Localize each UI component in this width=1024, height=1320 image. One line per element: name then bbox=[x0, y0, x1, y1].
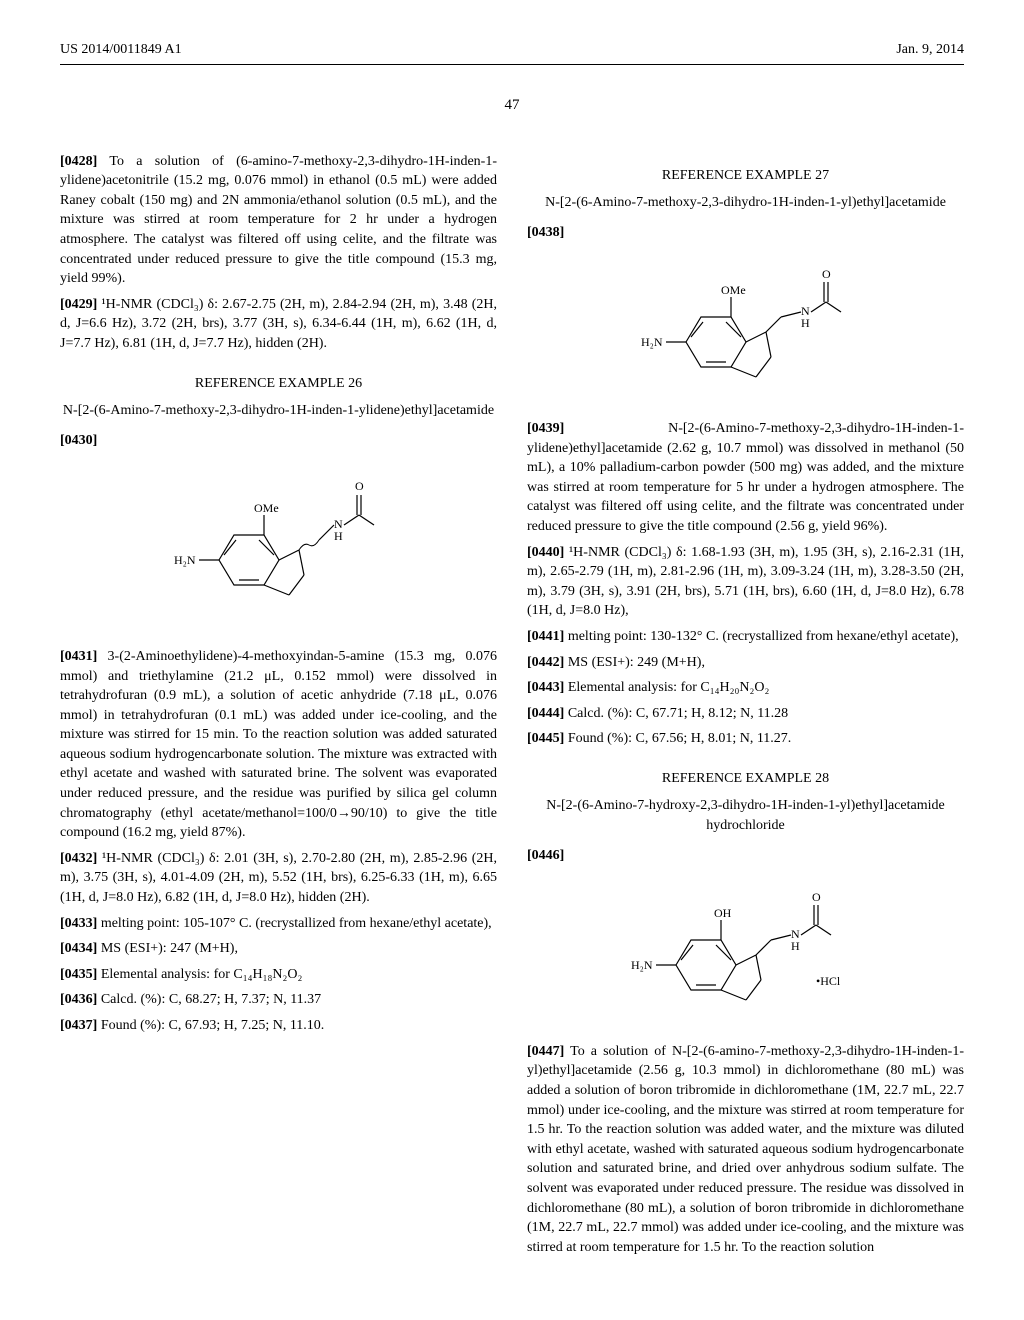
ref-example-28-title: REFERENCE EXAMPLE 28 bbox=[527, 769, 964, 789]
structure-ref27: OMe H₂N N H O bbox=[527, 262, 964, 399]
label-h-27: H bbox=[801, 316, 810, 330]
ref-example-26-title: REFERENCE EXAMPLE 26 bbox=[60, 374, 497, 394]
right-column: REFERENCE EXAMPLE 27 N-[2-(6-Amino-7-met… bbox=[527, 146, 964, 1264]
paragraph-0429: [0429] ¹H-NMR (CDCl₃) δ: 2.67-2.75 (2H, … bbox=[60, 295, 497, 354]
ref-example-27-title: REFERENCE EXAMPLE 27 bbox=[527, 166, 964, 186]
para-num-0437: [0437] bbox=[60, 1018, 97, 1033]
para-text-0443: Elemental analysis: for C₁₄H₂₀N₂O₂ bbox=[568, 680, 770, 695]
label-o-27: O bbox=[822, 267, 831, 281]
label-h2n: H₂N bbox=[174, 553, 196, 567]
paragraph-0435: [0435] Elemental analysis: for C₁₄H₁₈N₂O… bbox=[60, 965, 497, 985]
para-num-0447: [0447] bbox=[527, 1044, 564, 1059]
para-text-0432: ¹H-NMR (CDCl₃) δ: 2.01 (3H, s), 2.70-2.8… bbox=[60, 851, 497, 905]
paragraph-0430: [0430] bbox=[60, 431, 497, 451]
paragraph-0446: [0446] bbox=[527, 846, 964, 866]
paragraph-0440: [0440] ¹H-NMR (CDCl₃) δ: 1.68-1.93 (3H, … bbox=[527, 543, 964, 621]
paragraph-0432: [0432] ¹H-NMR (CDCl₃) δ: 2.01 (3H, s), 2… bbox=[60, 849, 497, 908]
patent-date: Jan. 9, 2014 bbox=[896, 40, 964, 60]
para-text-0444: Calcd. (%): C, 67.71; H, 8.12; N, 11.28 bbox=[568, 706, 788, 721]
structure-ref28: OH H₂N N H O •HCl bbox=[527, 885, 964, 1022]
patent-number: US 2014/0011849 A1 bbox=[60, 40, 182, 60]
para-num-0428: [0428] bbox=[60, 154, 97, 169]
ref-example-27-name: N-[2-(6-Amino-7-methoxy-2,3-dihydro-1H-i… bbox=[527, 193, 964, 213]
para-text-0437: Found (%): C, 67.93; H, 7.25; N, 11.10. bbox=[101, 1018, 324, 1033]
para-num-0440: [0440] bbox=[527, 545, 564, 560]
para-num-0442: [0442] bbox=[527, 655, 564, 670]
para-text-0441: melting point: 130-132° C. (recrystalliz… bbox=[568, 629, 959, 644]
page-header: US 2014/0011849 A1 Jan. 9, 2014 bbox=[60, 40, 964, 65]
para-text-0428: To a solution of (6-amino-7-methoxy-2,3-… bbox=[60, 154, 497, 287]
label-ome: OMe bbox=[254, 501, 279, 515]
page-number: 47 bbox=[60, 95, 964, 116]
para-text-0445: Found (%): C, 67.56; H, 8.01; N, 11.27. bbox=[568, 731, 791, 746]
para-num-0444: [0444] bbox=[527, 706, 564, 721]
paragraph-0431: [0431] 3-(2-Aminoethylidene)-4-methoxyin… bbox=[60, 647, 497, 843]
label-ome-27: OMe bbox=[721, 283, 746, 297]
para-text-0431: 3-(2-Aminoethylidene)-4-methoxyindan-5-a… bbox=[60, 649, 497, 840]
paragraph-0428: [0428] To a solution of (6-amino-7-metho… bbox=[60, 152, 497, 289]
left-column: [0428] To a solution of (6-amino-7-metho… bbox=[60, 146, 497, 1264]
label-hcl-28: •HCl bbox=[816, 974, 841, 988]
paragraph-0434: [0434] MS (ESI+): 247 (M+H), bbox=[60, 939, 497, 959]
para-text-0434: MS (ESI+): 247 (M+H), bbox=[101, 941, 238, 956]
para-text-0436: Calcd. (%): C, 68.27; H, 7.37; N, 11.37 bbox=[101, 992, 321, 1007]
label-h: H bbox=[334, 529, 343, 543]
paragraph-0445: [0445] Found (%): C, 67.56; H, 8.01; N, … bbox=[527, 729, 964, 749]
para-num-0432: [0432] bbox=[60, 851, 97, 866]
para-num-0436: [0436] bbox=[60, 992, 97, 1007]
para-num-0445: [0445] bbox=[527, 731, 564, 746]
paragraph-0438: [0438] bbox=[527, 223, 964, 243]
label-o: O bbox=[355, 479, 364, 493]
para-num-0443: [0443] bbox=[527, 680, 564, 695]
para-num-0434: [0434] bbox=[60, 941, 97, 956]
paragraph-0447: [0447] To a solution of N-[2-(6-amino-7-… bbox=[527, 1042, 964, 1258]
para-num-0441: [0441] bbox=[527, 629, 564, 644]
paragraph-0439: [0439] N-[2-(6-Amino-7-methoxy-2,3-dihyd… bbox=[527, 419, 964, 537]
paragraph-0442: [0442] MS (ESI+): 249 (M+H), bbox=[527, 653, 964, 673]
label-oh-28: OH bbox=[714, 906, 732, 920]
para-num-0433: [0433] bbox=[60, 916, 97, 931]
paragraph-0436: [0436] Calcd. (%): C, 68.27; H, 7.37; N,… bbox=[60, 990, 497, 1010]
para-num-0431: [0431] bbox=[60, 649, 97, 664]
para-text-0440: ¹H-NMR (CDCl₃) δ: 1.68-1.93 (3H, m), 1.9… bbox=[527, 545, 964, 619]
para-num-0435: [0435] bbox=[60, 967, 97, 982]
para-text-0439: N-[2-(6-Amino-7-methoxy-2,3-dihydro-1H-i… bbox=[527, 421, 964, 534]
paragraph-0433: [0433] melting point: 105-107° C. (recry… bbox=[60, 914, 497, 934]
ref-example-28-name: N-[2-(6-Amino-7-hydroxy-2,3-dihydro-1H-i… bbox=[527, 796, 964, 835]
para-text-0433: melting point: 105-107° C. (recrystalliz… bbox=[101, 916, 492, 931]
para-num-0429: [0429] bbox=[60, 297, 97, 312]
label-h-28: H bbox=[791, 939, 800, 953]
paragraph-0441: [0441] melting point: 130-132° C. (recry… bbox=[527, 627, 964, 647]
para-num-0438: [0438] bbox=[527, 225, 564, 240]
para-num-0446: [0446] bbox=[527, 848, 564, 863]
label-h2n-28: H₂N bbox=[631, 958, 653, 972]
para-text-0429: ¹H-NMR (CDCl₃) δ: 2.67-2.75 (2H, m), 2.8… bbox=[60, 297, 497, 351]
paragraph-0444: [0444] Calcd. (%): C, 67.71; H, 8.12; N,… bbox=[527, 704, 964, 724]
para-text-0447: To a solution of N-[2-(6-amino-7-methoxy… bbox=[527, 1044, 964, 1255]
para-num-0439: [0439] bbox=[527, 421, 564, 436]
structure-ref26: OMe H₂N N H O bbox=[60, 470, 497, 627]
content-columns: [0428] To a solution of (6-amino-7-metho… bbox=[60, 146, 964, 1264]
label-h2n-27: H₂N bbox=[641, 335, 663, 349]
ref-example-26-name: N-[2-(6-Amino-7-methoxy-2,3-dihydro-1H-i… bbox=[60, 401, 497, 421]
para-text-0442: MS (ESI+): 249 (M+H), bbox=[568, 655, 705, 670]
paragraph-0437: [0437] Found (%): C, 67.93; H, 7.25; N, … bbox=[60, 1016, 497, 1036]
para-text-0435: Elemental analysis: for C₁₄H₁₈N₂O₂ bbox=[101, 967, 303, 982]
para-num-0430: [0430] bbox=[60, 433, 97, 448]
paragraph-0443: [0443] Elemental analysis: for C₁₄H₂₀N₂O… bbox=[527, 678, 964, 698]
label-o-28: O bbox=[812, 890, 821, 904]
